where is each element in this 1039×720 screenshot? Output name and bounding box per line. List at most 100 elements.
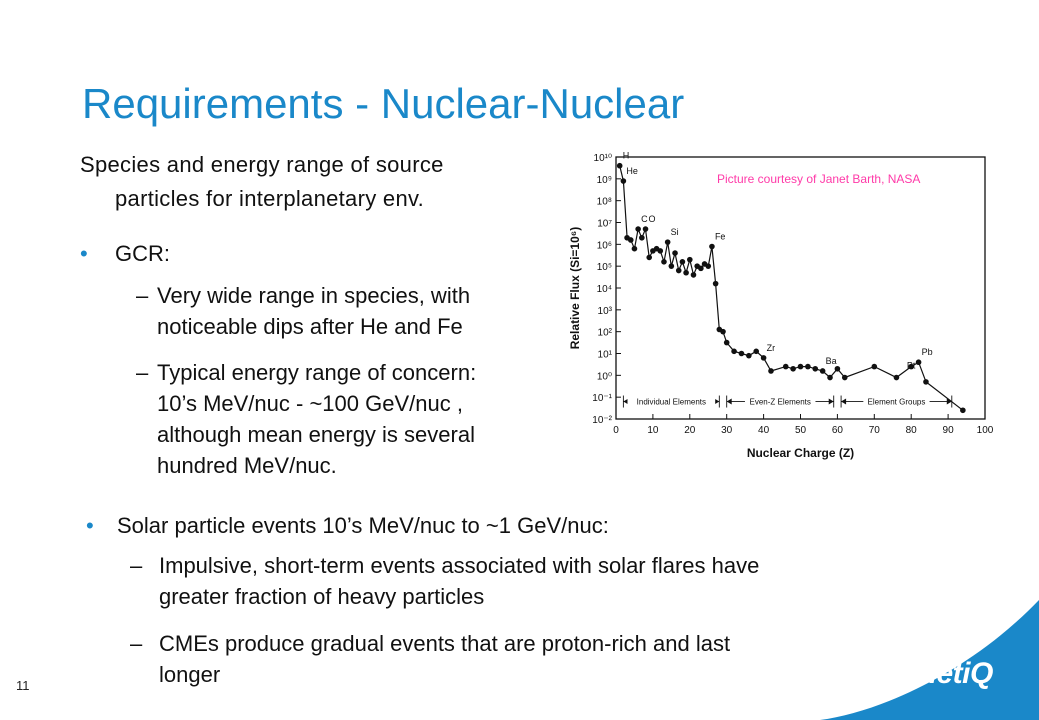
flux-data-point [915, 359, 922, 366]
flux-data-point [753, 348, 760, 355]
gcr-item-2-line-3: although mean energy is several [157, 422, 475, 447]
element-label: He [626, 166, 638, 176]
flux-data-point [768, 368, 774, 374]
flux-data-point [635, 226, 641, 232]
element-label: C [641, 214, 648, 224]
x-tick-label: 40 [758, 425, 770, 436]
flux-data-point [790, 365, 796, 372]
region-label: Element Groups [868, 398, 926, 407]
gcr-heading: GCR: [115, 241, 170, 266]
flux-data-point [705, 263, 712, 269]
gcr-dash-2: – [136, 360, 149, 385]
flux-data-point [683, 269, 689, 276]
gcr-dash-1: – [136, 283, 149, 308]
flux-data-point [746, 352, 752, 359]
x-tick-label: 10 [647, 425, 659, 436]
y-tick-label: 10⁹ [597, 175, 612, 186]
flux-data-point [805, 363, 811, 370]
x-tick-label: 70 [869, 425, 881, 436]
region-label: Even-Z Elements [750, 398, 811, 407]
flux-series-line [619, 165, 964, 411]
region-label-bg [744, 395, 816, 408]
gcr-item-2-line-1: Typical energy range of concern: [157, 360, 477, 385]
page-number: 11 [16, 678, 30, 693]
y-tick-label: 10⁰ [597, 371, 612, 382]
region-arrow-head [726, 398, 732, 405]
y-tick-label: 10⁶ [597, 240, 612, 251]
flux-data-point [672, 250, 678, 256]
y-tick-label: 10⁵ [597, 262, 612, 273]
flux-data-point [812, 365, 819, 372]
flux-data-point [841, 374, 848, 381]
x-axis-label: Nuclear Charge (Z) [747, 446, 854, 460]
element-label: Pt [907, 360, 916, 370]
flux-data-point [616, 162, 623, 169]
flux-data-point [827, 374, 833, 381]
solar-dash-2: – [130, 631, 143, 656]
flux-data-point [668, 263, 675, 269]
flux-data-point [893, 374, 900, 381]
flux-data-point [923, 379, 929, 385]
x-tick-label: 30 [721, 425, 733, 436]
region-label-bg [863, 395, 930, 408]
image-credit: Picture courtesy of Janet Barth, NASA [717, 172, 921, 186]
solar-item-2-line-2: longer [159, 662, 221, 687]
x-tick-label: 50 [795, 425, 807, 436]
flux-data-point [819, 368, 826, 374]
flux-data-point [731, 348, 737, 355]
flux-data-point [642, 226, 649, 232]
x-tick-label: 100 [977, 425, 994, 436]
region-arrow-head [714, 398, 720, 405]
element-label: Ba [826, 356, 837, 366]
solar-item-1-line-1: Impulsive, short-term events associated … [159, 553, 760, 578]
element-label: O [649, 214, 656, 224]
flux-data-point [709, 243, 715, 250]
flux-data-point [782, 363, 789, 370]
intro-line-1: Species and energy range of source [80, 152, 444, 177]
flux-data-point [627, 237, 634, 243]
y-tick-label: 10¹ [598, 350, 613, 361]
flux-data-point [631, 245, 638, 252]
flux-data-point [908, 363, 914, 370]
gcr-item-2-line-2: 10’s MeV/nuc - ~100 GeV/nuc , [157, 391, 463, 416]
x-tick-label: 20 [684, 425, 696, 436]
flux-data-point [657, 248, 664, 254]
gcr-item-1: Very wide range in species, with noticea… [157, 280, 577, 342]
region-arrow-head [828, 398, 834, 405]
flux-data-point [723, 339, 730, 346]
element-label: Si [671, 227, 679, 237]
y-tick-label: 10¹⁰ [594, 153, 612, 164]
x-tick-label: 0 [613, 425, 619, 436]
gcr-item-1-line-1: Very wide range in species, with [157, 283, 471, 308]
flux-data-point [661, 259, 667, 265]
flux-data-point [698, 265, 704, 272]
y-tick-label: 10⁸ [597, 197, 612, 208]
y-tick-label: 10⁴ [597, 284, 612, 295]
flux-data-point [687, 256, 693, 263]
flux-data-point [639, 234, 645, 241]
plot-frame [615, 156, 986, 420]
flux-data-point [690, 272, 697, 278]
company-logo: QinetiQ [888, 657, 993, 690]
flux-chart: 0 10 20 30 40 50 60 70 80 90 100 10⁻² 10⁻¹ 10⁰ 10¹ 10² 1… [565, 148, 995, 473]
intro-text: Species and energy range of source parti… [80, 148, 560, 216]
flux-data-point [720, 328, 726, 335]
region-arrow-head [623, 398, 629, 405]
element-label: Fe [715, 232, 726, 242]
solar-heading: Solar particle events 10’s MeV/nuc to ~1… [117, 513, 609, 538]
gcr-item-2: Typical energy range of concern: 10’s Me… [157, 357, 577, 481]
y-tick-label: 10³ [598, 306, 613, 317]
flux-data-point [960, 407, 966, 414]
flux-data-point [834, 365, 841, 372]
y-tick-label: 10⁷ [597, 219, 612, 230]
element-label: Zr [767, 343, 776, 353]
flux-data-point [760, 355, 767, 361]
region-arrow-head [841, 398, 847, 405]
flux-data-point [620, 178, 627, 184]
flux-chart-svg: 0 10 20 30 40 50 60 70 80 90 100 10⁻² 10⁻¹ 10⁰ 10¹ 10² 1… [568, 151, 994, 460]
y-tick-label: 10⁻² [592, 415, 612, 426]
region-label: Individual Elements [637, 398, 706, 407]
y-tick-label: 10² [598, 328, 613, 339]
region-arrow-head [946, 398, 952, 405]
solar-item-2: CMEs produce gradual events that are pro… [159, 628, 919, 690]
